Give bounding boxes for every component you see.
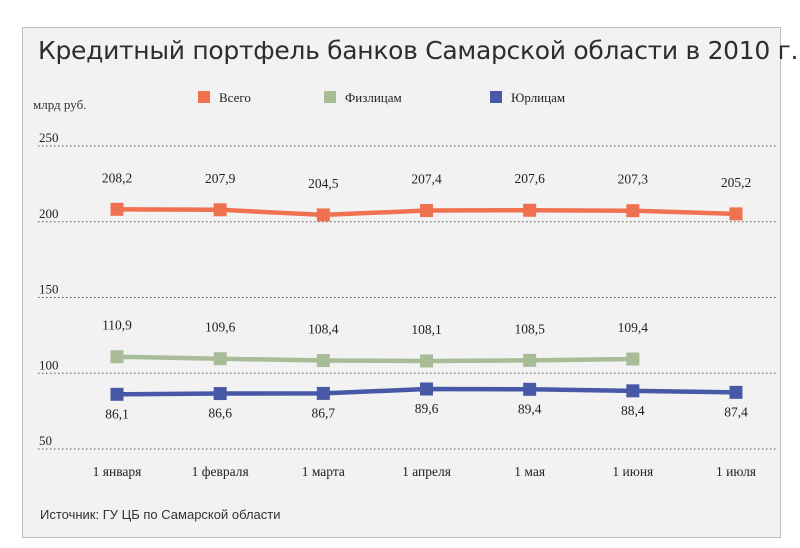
- y-tick-label: 150: [39, 282, 59, 297]
- data-label: 109,6: [205, 320, 236, 335]
- x-tick-label: 1 июля: [716, 464, 756, 479]
- y-tick-label: 50: [39, 433, 52, 448]
- data-label: 108,5: [514, 321, 545, 336]
- chart-frame: [22, 27, 781, 538]
- data-point: [420, 354, 433, 368]
- legend-label: Всего: [219, 90, 251, 105]
- legend-swatch: [198, 91, 210, 103]
- x-tick-label: 1 марта: [302, 464, 345, 479]
- data-point: [316, 354, 330, 368]
- data-point: [420, 204, 433, 218]
- data-label: 207,3: [618, 172, 649, 187]
- data-label: 108,1: [411, 322, 441, 337]
- legend-swatch: [324, 91, 336, 103]
- data-label: 87,4: [724, 404, 748, 419]
- y-tick-label: 200: [39, 206, 59, 221]
- data-label: 110,9: [102, 318, 132, 333]
- series-line: [116, 354, 633, 364]
- x-tick-label: 1 февраля: [192, 464, 249, 479]
- data-point: [110, 387, 124, 401]
- data-label: 205,2: [721, 175, 751, 190]
- x-tick-label: 1 апреля: [402, 464, 451, 479]
- y-axis-unit-label: млрд руб.: [33, 97, 87, 112]
- data-point: [316, 208, 330, 222]
- x-tick-label: 1 мая: [514, 464, 545, 479]
- y-tick-label: 250: [39, 130, 59, 145]
- data-label: 207,9: [205, 171, 236, 186]
- x-tick-label: 1 января: [93, 464, 142, 479]
- data-point: [213, 203, 227, 217]
- data-label: 109,4: [618, 320, 649, 335]
- data-label: 207,4: [411, 172, 442, 187]
- data-label: 89,6: [415, 401, 439, 416]
- legend-label: Физлицам: [345, 90, 402, 105]
- chart-title: Кредитный портфель банков Самарской обла…: [38, 36, 799, 65]
- data-label: 204,5: [308, 176, 339, 191]
- data-point: [729, 207, 743, 221]
- data-point: [213, 387, 227, 401]
- data-point: [316, 386, 330, 400]
- data-label: 88,4: [621, 403, 645, 418]
- data-point: [626, 204, 640, 218]
- legend-swatch: [490, 91, 502, 103]
- data-label: 207,6: [514, 171, 545, 186]
- data-point: [523, 353, 537, 367]
- data-label: 86,7: [312, 405, 336, 420]
- data-label: 86,6: [208, 406, 232, 421]
- source-note: Источник: ГУ ЦБ по Самарской области: [40, 507, 281, 522]
- data-point: [523, 382, 537, 396]
- x-tick-label: 1 июня: [612, 464, 653, 479]
- data-point: [729, 385, 743, 399]
- data-label: 108,4: [308, 322, 339, 337]
- data-point: [523, 203, 537, 217]
- data-label: 208,2: [102, 170, 132, 185]
- data-point: [110, 202, 124, 216]
- legend-label: Юрлицам: [511, 90, 565, 105]
- data-point: [213, 352, 227, 366]
- data-point: [110, 350, 124, 364]
- data-label: 89,4: [518, 401, 542, 416]
- data-label: 86,1: [105, 406, 129, 421]
- y-tick-label: 100: [39, 357, 59, 372]
- data-point: [626, 384, 640, 398]
- data-point: [626, 352, 640, 366]
- data-point: [420, 382, 433, 396]
